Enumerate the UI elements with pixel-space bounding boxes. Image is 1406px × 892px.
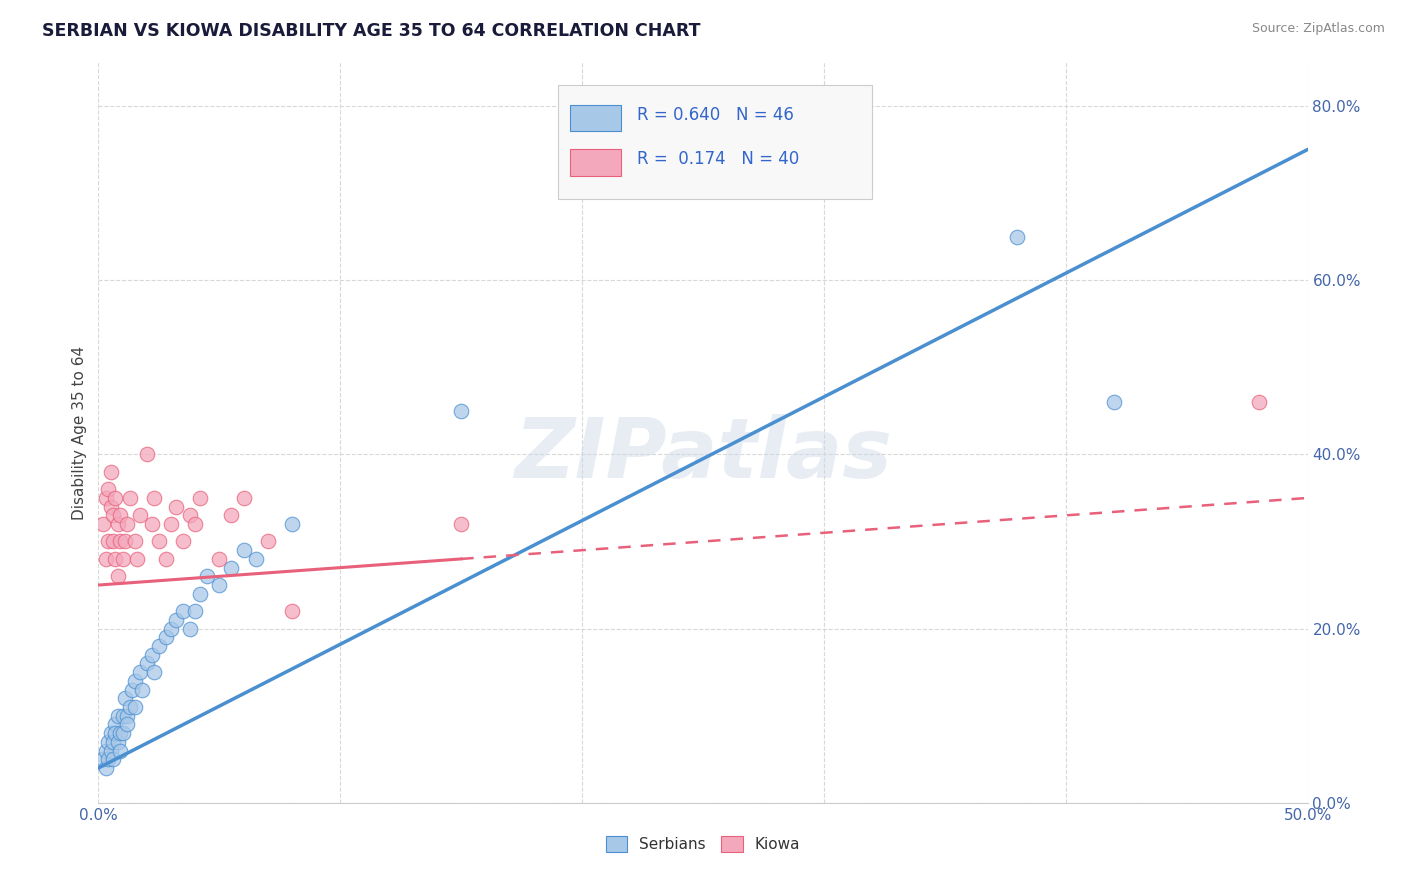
Point	[97, 735, 120, 749]
Point	[179, 508, 201, 523]
Point	[101, 735, 124, 749]
Point	[108, 534, 131, 549]
Point	[172, 604, 194, 618]
Point	[107, 735, 129, 749]
Point	[111, 726, 134, 740]
Point	[232, 543, 254, 558]
Y-axis label: Disability Age 35 to 64: Disability Age 35 to 64	[72, 345, 87, 520]
Point	[107, 708, 129, 723]
Point	[281, 517, 304, 532]
Point	[208, 552, 231, 566]
Point	[100, 743, 122, 757]
Point	[94, 552, 117, 566]
Point	[165, 613, 187, 627]
Point	[101, 534, 124, 549]
Point	[184, 517, 207, 532]
Point	[135, 447, 157, 461]
Point	[124, 673, 146, 688]
Legend: Serbians, Kiowa: Serbians, Kiowa	[599, 830, 807, 858]
Point	[101, 508, 124, 523]
Point	[91, 752, 114, 766]
Point	[108, 743, 131, 757]
Point	[188, 491, 211, 505]
Point	[97, 482, 120, 496]
Point	[104, 717, 127, 731]
Text: ZIPatlas: ZIPatlas	[515, 414, 891, 495]
Point	[141, 517, 163, 532]
Point	[104, 552, 127, 566]
Point	[118, 491, 141, 505]
Point	[1007, 229, 1029, 244]
Point	[104, 491, 127, 505]
Point	[104, 726, 127, 740]
Point	[135, 657, 157, 671]
Point	[450, 517, 472, 532]
Text: SERBIAN VS KIOWA DISABILITY AGE 35 TO 64 CORRELATION CHART: SERBIAN VS KIOWA DISABILITY AGE 35 TO 64…	[42, 22, 700, 40]
Point	[188, 587, 211, 601]
Point	[131, 682, 153, 697]
Point	[124, 534, 146, 549]
Point	[94, 743, 117, 757]
Point	[100, 465, 122, 479]
Point	[143, 665, 166, 680]
Point	[281, 604, 304, 618]
Point	[91, 517, 114, 532]
Point	[97, 534, 120, 549]
Point	[117, 717, 139, 731]
Point	[100, 726, 122, 740]
Point	[160, 622, 183, 636]
Point	[117, 708, 139, 723]
Point	[221, 560, 243, 574]
Point	[111, 552, 134, 566]
Point	[127, 552, 149, 566]
Point	[107, 517, 129, 532]
Point	[111, 708, 134, 723]
Point	[94, 491, 117, 505]
Point	[195, 569, 218, 583]
Point	[155, 630, 177, 644]
Point	[128, 665, 150, 680]
Point	[1249, 395, 1271, 409]
Point	[107, 569, 129, 583]
Point	[143, 491, 166, 505]
Point	[108, 726, 131, 740]
Point	[450, 404, 472, 418]
Point	[121, 682, 143, 697]
Point	[165, 500, 187, 514]
Point	[208, 578, 231, 592]
Point	[221, 508, 243, 523]
Point	[245, 552, 267, 566]
Point	[114, 534, 136, 549]
Point	[1102, 395, 1125, 409]
Point	[101, 752, 124, 766]
Point	[232, 491, 254, 505]
Text: R = 0.640   N = 46: R = 0.640 N = 46	[637, 106, 794, 124]
Point	[256, 534, 278, 549]
Text: R =  0.174   N = 40: R = 0.174 N = 40	[637, 151, 799, 169]
Point	[148, 639, 170, 653]
Point	[97, 752, 120, 766]
Point	[94, 761, 117, 775]
Point	[114, 691, 136, 706]
Point	[141, 648, 163, 662]
Point	[118, 700, 141, 714]
FancyBboxPatch shape	[569, 104, 621, 131]
FancyBboxPatch shape	[558, 85, 872, 200]
FancyBboxPatch shape	[569, 149, 621, 176]
Point	[184, 604, 207, 618]
Point	[148, 534, 170, 549]
Point	[179, 622, 201, 636]
Point	[155, 552, 177, 566]
Text: Source: ZipAtlas.com: Source: ZipAtlas.com	[1251, 22, 1385, 36]
Point	[160, 517, 183, 532]
Point	[124, 700, 146, 714]
Point	[100, 500, 122, 514]
Point	[108, 508, 131, 523]
Point	[128, 508, 150, 523]
Point	[117, 517, 139, 532]
Point	[172, 534, 194, 549]
